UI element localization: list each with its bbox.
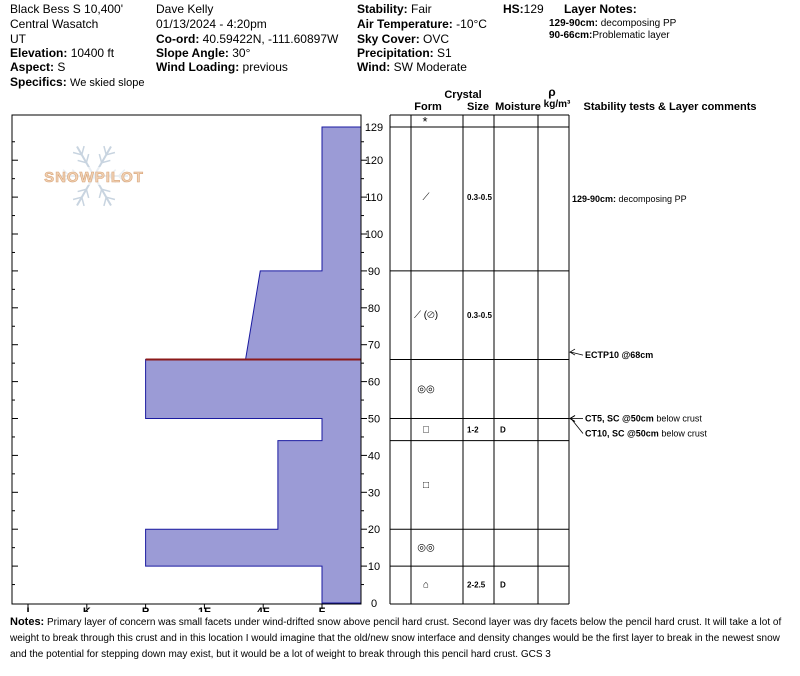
density-unit-header: kg/m³ [544,99,571,110]
x-tick-label-1F: 1F [198,606,211,612]
layer-grain-size: 0.3-0.5 [467,311,492,320]
moisture-header: Moisture [495,101,541,113]
snowflake-branch [101,159,111,164]
coordinates: Co-ord: 40.59422N, -111.60897W [156,32,339,46]
size-header: Size [467,101,489,113]
location-name: Black Bess S 10,400' [10,2,124,16]
height-label-20: 20 [368,524,380,536]
x-tick-label-I: I [26,606,29,612]
layer-form-symbol: □ [423,480,429,491]
height-label-30: 30 [368,487,380,499]
sky-cover: Sky Cover: OVC [357,32,450,46]
snow-profile-chart: SNOWPILOT I K P 1F 4F F 0 10 20 30 40 50 60 70 80 90 100… [11,85,757,612]
aspect: Aspect: S [10,60,66,74]
crystal-header: Crystal [444,89,481,101]
comments-header: Stability tests & Layer comments [583,101,756,113]
logo-backdrop [33,167,155,185]
logo-text: SNOWPILOT [44,169,144,186]
layer-grain-size: 2-2.5 [467,581,486,590]
snowflake-branch [72,196,82,201]
stability: Stability: Fair [357,2,432,16]
snowpilot-logo: SNOWPILOT [33,145,155,207]
layer-form-symbol: ⟋ (⊘) [414,310,438,321]
mountain-range: Central Wasatch [10,17,99,31]
plot-frame [11,114,362,605]
snowflake-branch [77,159,87,164]
layer-grain-size: 0.3-0.5 [467,193,492,202]
height-label-129: 129 [365,122,383,134]
layer-moisture: D [500,426,506,435]
precipitation: Precipitation: S1 [357,46,452,60]
height-label-110: 110 [365,192,383,204]
snowflake-branch [85,189,90,199]
elevation: Elevation: 10400 ft [10,46,115,60]
stability-test: CT10, SC @50cm below crust [585,429,707,439]
height-label-0: 0 [371,598,377,610]
height-label-80: 80 [368,303,380,315]
x-tick-label-P: P [142,606,149,612]
snowflake-branch [81,197,85,207]
height-label-10: 10 [368,561,380,573]
stability-test: CT5, SC @50cm below crust [585,414,702,424]
snowflake-branch [103,197,107,207]
layer-comment: 129-90cm: decomposing PP [572,194,687,204]
stability-test: ECTP10 @68cm [585,350,653,360]
surface-form-symbol: * [422,114,427,129]
wind-loading: Wind Loading: previous [156,60,288,74]
x-tick-label-F: F [319,606,326,612]
slope-angle: Slope Angle: 30° [156,46,251,60]
layer-moisture: D [500,581,506,590]
hardness-profile [145,126,362,604]
snowpit-header: Black Bess S 10,400' Central Wasatch UT … [0,0,800,95]
layer-grain-size: 1-2 [467,426,479,435]
layer-form-symbol: ⌂ [423,580,429,591]
notes-label: Notes: [10,616,45,628]
snowflake-branch [103,145,107,155]
snowflake-branch [98,189,103,199]
height-label-70: 70 [368,340,380,352]
layer-form-symbol: □ [423,425,429,436]
snowflake-branch [106,196,116,201]
snowflake-branch [72,151,82,156]
snowflake-branch [106,151,116,156]
snowflake-branch [98,153,103,163]
x-tick-label-4F: 4F [257,606,270,612]
specifics: Specifics: We skied slope [10,75,145,89]
observation-datetime: 01/13/2024 - 4:20pm [156,17,267,31]
test-arrow [570,418,584,434]
state: UT [10,32,26,46]
rho-header: ρ [548,85,555,99]
notes-text: Primary layer of concern was small facet… [10,617,782,660]
layer-form-symbol: ◎◎ [417,543,435,554]
air-temperature: Air Temperature: -10°C [357,17,487,31]
snowflake-branch [85,153,90,163]
wind: Wind: SW Moderate [357,60,467,74]
snowflake-branch [101,188,111,193]
height-label-100: 100 [365,229,383,241]
height-label-60: 60 [368,377,380,389]
test-arrow [570,351,584,356]
snow-height: HS:129 [503,2,544,16]
x-tick-label-K: K [83,606,91,612]
layer-note-1: 129-90cm: decomposing PP [549,18,677,29]
form-header: Form [414,101,442,113]
layer-notes-title: Layer Notes: [564,2,637,16]
height-label-50: 50 [368,414,380,426]
test-arrow-head [569,348,576,356]
height-label-120: 120 [365,155,383,167]
layer-note-2: 90-66cm:Problematic layer [549,30,670,41]
observer-name: Dave Kelly [156,2,214,16]
layer-form-symbol: ⟋ [423,192,430,203]
test-arrow-head [569,415,576,422]
snowflake-branch [77,188,87,193]
height-label-40: 40 [368,450,380,462]
notes-section: Notes: Primary layer of concern was smal… [10,614,790,663]
snowflake-branch [81,145,85,155]
height-label-90: 90 [368,266,380,278]
layer-form-symbol: ◎◎ [417,384,435,395]
